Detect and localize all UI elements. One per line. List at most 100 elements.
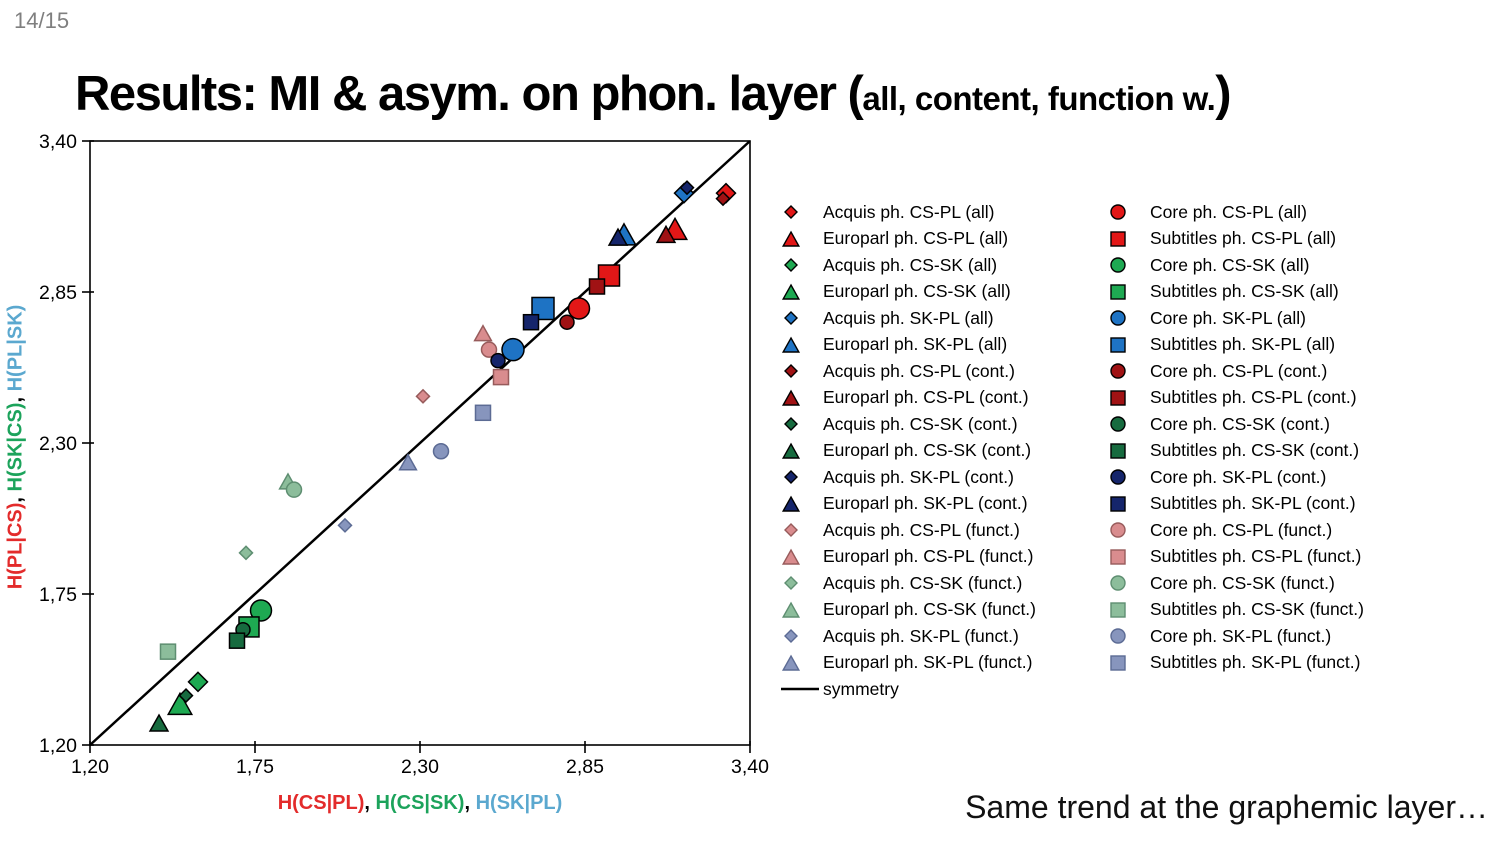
legend-column: Core ph. CS-PL (all) Subtitles ph. CS-PL …: [1108, 199, 1438, 676]
legend-item-label: Subtitles ph. CS-PL (funct.): [1150, 546, 1362, 567]
legend-item: Core ph. CS-SK (cont.): [1108, 411, 1438, 438]
legend-item-label: Acquis ph. SK-PL (cont.): [823, 466, 1014, 487]
data-point-circle: [490, 352, 506, 369]
triangle-marker-icon: [781, 654, 801, 671]
triangle-marker-icon: [781, 548, 801, 565]
legend-item: Acquis ph. SK-PL (cont.): [781, 464, 1101, 491]
legend-item: Core ph. CS-PL (cont.): [1108, 358, 1438, 385]
triangle-marker-icon: [781, 389, 801, 406]
square-marker-icon: [1110, 390, 1126, 406]
legend-item: Core ph. SK-PL (cont.): [1108, 464, 1438, 491]
legend-item-label: Core ph. CS-SK (cont.): [1150, 413, 1330, 434]
slide-title: Results: MI & asym. on phon. layer (all,…: [75, 66, 1232, 122]
legend-item: Acquis ph. CS-SK (cont.): [781, 411, 1101, 438]
diamond-marker-icon: [784, 417, 798, 432]
symmetry-line: [89, 140, 751, 746]
legend-item-label: Europarl ph. SK-PL (all): [823, 334, 1008, 355]
diamond-marker-icon: [784, 523, 798, 538]
square-marker-icon: [1110, 496, 1126, 512]
legend-item: Acquis ph. CS-PL (all): [781, 199, 1101, 226]
legend-item-label: Acquis ph. SK-PL (all): [823, 307, 994, 328]
legend-item-label: Europarl ph. SK-PL (funct.): [823, 652, 1033, 673]
data-point-triangle: [398, 453, 418, 471]
circle-marker-icon: [1110, 363, 1126, 379]
circle-marker-icon: [1110, 469, 1126, 485]
axis-label-segment: H(PL|CS): [4, 502, 27, 590]
axis-label-segment: H(PL|SK): [4, 304, 27, 392]
diamond-marker-icon: [784, 205, 798, 220]
legend-item: Europarl ph. CS-PL (all): [781, 226, 1101, 253]
y-tick-label: 2,30: [39, 433, 77, 455]
legend-column: Acquis ph. CS-PL (all) Europarl ph. CS-PL…: [781, 199, 1101, 703]
data-point-square: [588, 278, 606, 295]
data-point-diamond: [679, 180, 695, 196]
legend-item-label: Acquis ph. CS-SK (funct.): [823, 572, 1023, 593]
data-point-circle: [249, 599, 273, 622]
data-point-triangle: [148, 713, 170, 732]
legend-item: Core ph. SK-PL (funct.): [1108, 623, 1438, 650]
data-point-triangle: [607, 227, 629, 246]
legend-item-label: Subtitles ph. CS-PL (cont.): [1150, 387, 1357, 408]
y-tick-label: 3,40: [39, 131, 77, 153]
legend-item-label: Subtitles ph. CS-SK (funct.): [1150, 599, 1364, 620]
triangle-marker-icon: [781, 336, 801, 353]
legend-item: Acquis ph. SK-PL (all): [781, 305, 1101, 332]
legend-item: Subtitles ph. SK-PL (funct.): [1108, 650, 1438, 677]
title-paren-close-icon: ): [1215, 67, 1231, 121]
axis-label-segment: H(SK|PL): [475, 792, 563, 814]
legend-item-label: Core ph. SK-PL (all): [1150, 307, 1306, 328]
legend-item-label: Subtitles ph. SK-PL (funct.): [1150, 652, 1361, 673]
square-marker-icon: [1110, 549, 1126, 565]
legend-item-label: Acquis ph. CS-SK (all): [823, 254, 998, 275]
legend-item: Core ph. CS-PL (all): [1108, 199, 1438, 226]
x-tick-label: 2,85: [566, 756, 604, 778]
legend-item-label: Europarl ph. CS-SK (funct.): [823, 599, 1036, 620]
data-point-circle: [567, 297, 591, 320]
square-marker-icon: [1110, 655, 1126, 671]
legend-item-label: Core ph. CS-SK (funct.): [1150, 572, 1335, 593]
axis-label-segment: H(CS|PL): [277, 792, 365, 814]
legend-item: Europarl ph. CS-SK (cont.): [781, 438, 1101, 465]
data-point-diamond: [187, 671, 209, 693]
triangle-marker-icon: [781, 283, 801, 300]
legend-item-label: Europarl ph. CS-SK (cont.): [823, 440, 1032, 461]
circle-marker-icon: [1110, 204, 1126, 220]
legend-item: Subtitles ph. CS-PL (all): [1108, 226, 1438, 253]
diamond-marker-icon: [784, 629, 798, 644]
legend-item: Europarl ph. CS-PL (cont.): [781, 385, 1101, 412]
square-marker-icon: [1110, 284, 1126, 300]
legend-item: Europarl ph. SK-PL (cont.): [781, 491, 1101, 518]
x-tick-label: 1,20: [71, 756, 109, 778]
legend-item: Subtitles ph. CS-SK (funct.): [1108, 597, 1438, 624]
legend-item-label: Subtitles ph. CS-PL (all): [1150, 228, 1337, 249]
legend-item-label: Core ph. CS-PL (cont.): [1150, 360, 1328, 381]
data-point-square: [522, 313, 540, 331]
data-point-square: [159, 643, 177, 660]
data-point-diamond: [715, 191, 731, 207]
legend-item: Core ph. CS-SK (funct.): [1108, 570, 1438, 597]
data-point-square: [474, 404, 492, 422]
square-marker-icon: [1110, 602, 1126, 618]
legend-item: Core ph. CS-SK (all): [1108, 252, 1438, 279]
circle-marker-icon: [1110, 257, 1126, 273]
x-tick-label: 2,30: [401, 756, 439, 778]
title-paren-open-icon: (: [847, 67, 864, 121]
diamond-marker-icon: [784, 258, 798, 273]
footer-note: Same trend at the graphemic layer…: [965, 789, 1488, 825]
legend-item-label: Acquis ph. CS-PL (all): [823, 201, 995, 222]
legend-item-label: Core ph. SK-PL (cont.): [1150, 466, 1327, 487]
legend-item-label: Core ph. SK-PL (funct.): [1150, 625, 1332, 646]
symmetry-line-icon: [781, 688, 819, 691]
legend-item-label: Europarl ph. CS-PL (funct.): [823, 546, 1034, 567]
title-paren-note: all, content, function w.: [862, 80, 1216, 117]
legend-item-label: Acquis ph. CS-PL (cont.): [823, 360, 1015, 381]
slide-page-number: 14/15: [14, 8, 70, 33]
legend-item: Acquis ph. CS-SK (all): [781, 252, 1101, 279]
legend-item-label: Core ph. CS-SK (all): [1150, 254, 1310, 275]
data-point-circle: [480, 341, 498, 358]
legend-item-label: Acquis ph. SK-PL (funct.): [823, 625, 1019, 646]
legend-item-label: Subtitles ph. CS-SK (all): [1150, 281, 1339, 302]
diamond-marker-icon: [784, 364, 798, 379]
legend-item-label: Core ph. CS-PL (all): [1150, 201, 1307, 222]
